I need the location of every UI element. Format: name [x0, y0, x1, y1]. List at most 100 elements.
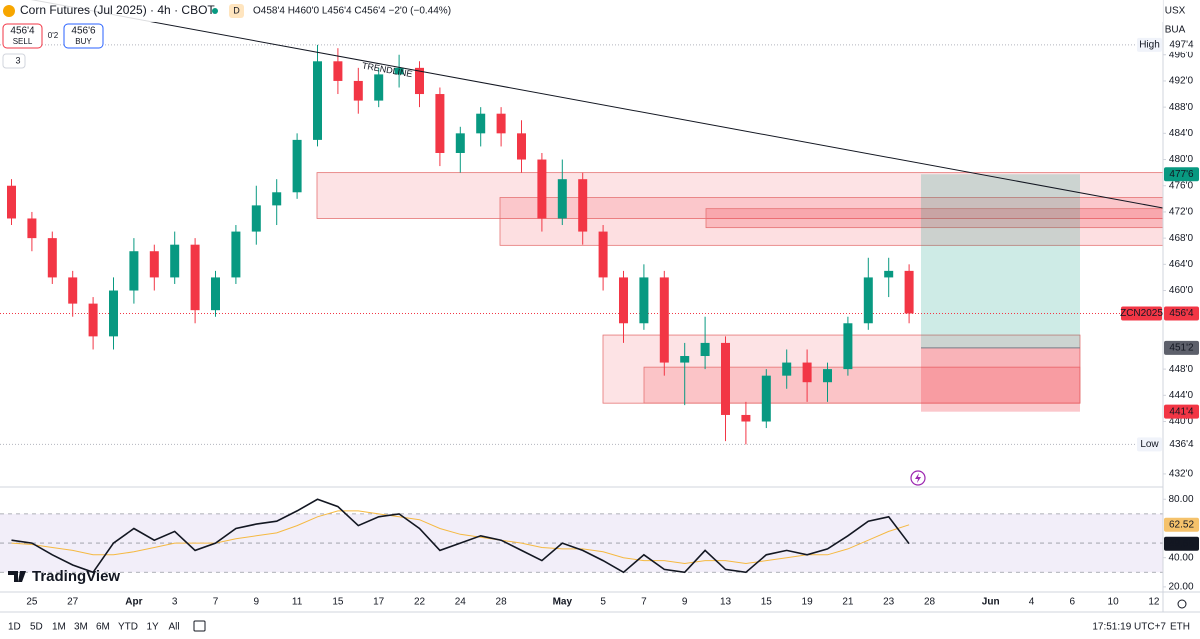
rsi-tick-label: 20.00 [1168, 582, 1193, 593]
x-tick-label: May [553, 597, 573, 608]
rsi-tick-label: 80.00 [1168, 494, 1193, 505]
position-target-area [921, 174, 1080, 348]
x-tick-label: Jun [982, 597, 1000, 608]
range-button[interactable]: 5D [30, 622, 43, 633]
candle-body [394, 67, 404, 75]
x-tick-label: 9 [254, 597, 260, 608]
candle-body [557, 179, 567, 219]
high-name: High [1139, 40, 1160, 51]
x-tick-label: 10 [1108, 597, 1120, 608]
y-tick-label: 448'0 [1169, 364, 1194, 375]
rsi-ma-value: 62.52 [1169, 519, 1194, 530]
entry-price-label: 451'2 [1169, 342, 1194, 353]
brand-name: TradingView [32, 568, 120, 585]
candle-body [517, 133, 526, 160]
candle-body [537, 159, 547, 219]
sell-button[interactable] [2, 23, 43, 49]
candle-body [639, 277, 649, 324]
range-button[interactable]: 1D [8, 622, 21, 633]
candle-body [88, 303, 98, 337]
x-tick-label: 7 [213, 597, 219, 608]
status-dot [212, 8, 218, 14]
candle-body [476, 113, 486, 134]
x-tick-label: 19 [802, 597, 814, 608]
x-tick-label: 6 [1070, 597, 1076, 608]
last-price-symbol: ZCN2025 [1120, 308, 1163, 319]
range-button[interactable]: 3M [74, 622, 88, 633]
candle-body [619, 277, 628, 324]
x-tick-label: 17 [373, 597, 385, 608]
last-price-label: 456'4 [1169, 308, 1194, 319]
x-tick-label: 3 [172, 597, 178, 608]
unit[interactable]: BUA [1165, 25, 1186, 36]
buy-button[interactable] [63, 23, 104, 49]
badge: D [233, 5, 240, 15]
currency[interactable]: USX [1165, 6, 1186, 17]
candle-body [843, 323, 853, 370]
candle-body [190, 244, 200, 311]
x-tick-label: 22 [414, 597, 426, 608]
x-tick-label: 7 [641, 597, 647, 608]
sell-label: SELL [13, 37, 33, 46]
last-price-label-bg [1164, 306, 1199, 321]
candle-body [884, 270, 894, 278]
last-price-symbol-bg [1121, 306, 1162, 321]
candle-body [231, 231, 241, 278]
clock: 17:51:19 UTC+7 [1092, 622, 1166, 633]
y-tick-label: 468'0 [1169, 233, 1194, 244]
session[interactable]: ETH [1170, 622, 1190, 633]
range-button[interactable]: All [169, 622, 180, 633]
buy-price: 456'6 [71, 26, 96, 37]
x-tick-label: Apr [125, 597, 142, 608]
x-tick-label: 23 [883, 597, 895, 608]
x-tick-label: 24 [455, 597, 467, 608]
price-axis [1163, 0, 1200, 612]
supply-demand-zone [643, 366, 1081, 404]
candle-body [904, 270, 914, 314]
candle-body [455, 133, 465, 153]
range-button[interactable]: 6M [96, 622, 110, 633]
candle-body [68, 277, 78, 304]
stop-price-label: 441'4 [1169, 406, 1194, 417]
low-label: 436'4 [1169, 439, 1194, 450]
candle-body [578, 179, 588, 232]
target-price-label-bg [1164, 167, 1199, 182]
candle-body [823, 369, 832, 383]
position-stop-area [921, 347, 1080, 412]
indicators-count: 3 [15, 55, 20, 65]
candle-body [47, 238, 57, 278]
high-label-bg [1164, 37, 1199, 52]
candle-body [27, 218, 37, 239]
y-tick-label: 492'0 [1169, 76, 1194, 87]
range-button[interactable]: YTD [118, 622, 138, 633]
x-tick-label: 15 [761, 597, 773, 608]
candle-body [251, 205, 261, 232]
candle-body [353, 80, 363, 101]
brand-logo [8, 571, 26, 582]
badge-bg [229, 4, 244, 18]
settings-icon[interactable] [1177, 599, 1187, 609]
candle-body [680, 356, 690, 363]
candle-body [741, 414, 751, 422]
range-button[interactable]: 1M [52, 622, 66, 633]
indicators-toggle[interactable] [2, 53, 26, 69]
supply-demand-zone [316, 172, 1164, 219]
candle-body [782, 362, 792, 376]
supply-demand-zone [499, 197, 1164, 246]
x-tick-label: 5 [600, 597, 606, 608]
low-label-bg [1164, 437, 1199, 452]
rsi-value: 49.55 [1169, 538, 1194, 549]
y-tick-label: 480'0 [1169, 154, 1194, 165]
spread: 0'2 [48, 31, 59, 40]
entry-price-label-bg [1164, 340, 1199, 355]
rsi-line [11, 498, 910, 574]
candle-body [374, 74, 384, 101]
rsi-tick-label: 40.00 [1168, 552, 1193, 563]
y-tick-label: 476'0 [1169, 180, 1194, 191]
candle-body [129, 251, 139, 291]
date-range-icon[interactable] [193, 620, 206, 632]
y-tick-label: 464'0 [1169, 259, 1194, 270]
range-button[interactable]: 1Y [147, 622, 160, 633]
candle-body [496, 113, 506, 134]
candle-body [761, 375, 771, 422]
